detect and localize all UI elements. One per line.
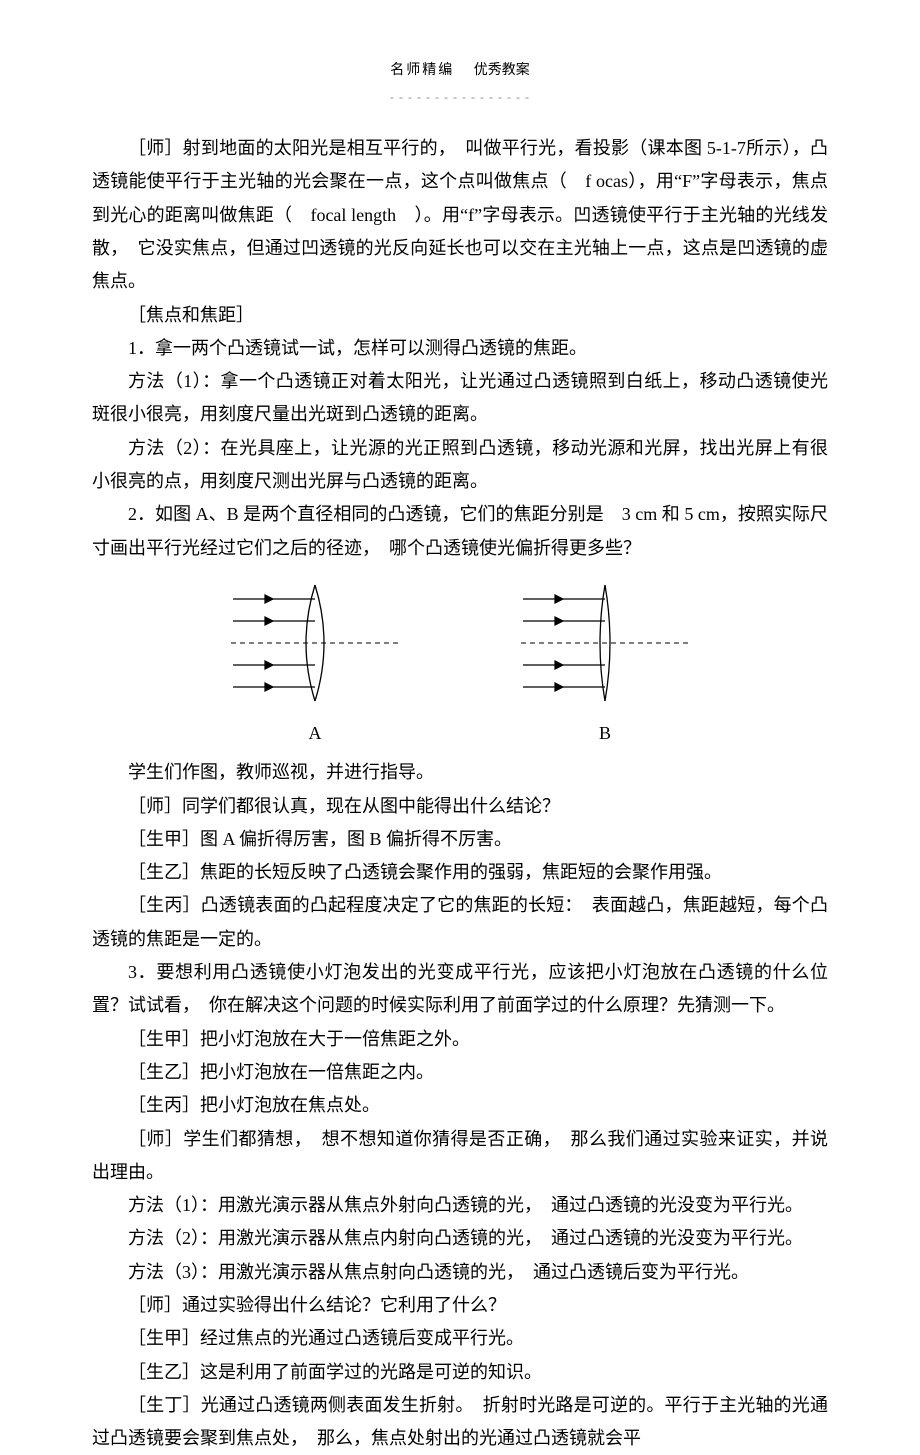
lens-figure-b: B [515,573,695,750]
paragraph: ［师］射到地面的太阳光是相互平行的， 叫做平行光，看投影（课本图 5-1-7所示… [92,132,828,298]
paragraph: ［生乙］焦距的长短反映了凸透镜会聚作用的强弱，焦距短的会聚作用强。 [92,856,828,889]
lens-diagram-a-svg [225,573,405,713]
header-divider: - - - - - - - - - - - - - - - - [92,86,828,108]
paragraph: 3．要想利用凸透镜使小灯泡发出的光变成平行光，应该把小灯泡放在凸透镜的什么位置？… [92,956,828,1023]
page-header: 名师精编 优秀教案 [92,58,828,84]
paragraph: ［生甲］经过焦点的光通过凸透镜后变成平行光。 [92,1322,828,1355]
paragraph: ［生丙］凸透镜表面的凸起程度决定了它的焦距的长短： 表面越凸，焦距越短，每个凸透… [92,889,828,956]
paragraph: 方法（1）：用激光演示器从焦点外射向凸透镜的光， 通过凸透镜的光没变为平行光。 [92,1189,828,1222]
paragraph: ［师］学生们都猜想， 想不想知道你猜得是否正确， 那么我们通过实验来证实，并说出… [92,1123,828,1190]
document-body: ［师］射到地面的太阳光是相互平行的， 叫做平行光，看投影（课本图 5-1-7所示… [92,132,828,1455]
figure-container: A B [92,573,828,750]
paragraph: ［生乙］这是利用了前面学过的光路是可逆的知识。 [92,1356,828,1389]
paragraph: 学生们作图，教师巡视，并进行指导。 [92,756,828,789]
paragraph: ［生乙］把小灯泡放在一倍焦距之内。 [92,1056,828,1089]
paragraph: 方法（2）：在光具座上，让光源的光正照到凸透镜，移动光源和光屏，找出光屏上有很小… [92,432,828,499]
paragraph: ［师］通过实验得出什么结论？它利用了什么？ [92,1289,828,1322]
figure-label-b: B [599,717,611,750]
paragraph: 方法（1）：拿一个凸透镜正对着太阳光，让光通过凸透镜照到白纸上，移动凸透镜使光斑… [92,365,828,432]
paragraph: ［生丙］把小灯泡放在焦点处。 [92,1089,828,1122]
lens-diagram-b-svg [515,573,695,713]
paragraph: 2．如图 A、B 是两个直径相同的凸透镜，它们的焦距分别是 3 cm 和 5 c… [92,498,828,565]
paragraph: ［师］同学们都很认真，现在从图中能得出什么结论？ [92,790,828,823]
header-right: 优秀教案 [474,63,530,78]
paragraph: 1．拿一两个凸透镜试一试，怎样可以测得凸透镜的焦距。 [92,332,828,365]
paragraph: 方法（2）：用激光演示器从焦点内射向凸透镜的光， 通过凸透镜的光没变为平行光。 [92,1222,828,1255]
paragraph: 方法（3）：用激光演示器从焦点射向凸透镜的光， 通过凸透镜后变为平行光。 [92,1256,828,1289]
lens-figure-a: A [225,573,405,750]
paragraph: ［焦点和焦距］ [92,299,828,332]
paragraph: ［生丁］光通过凸透镜两侧表面发生折射。 折射时光路是可逆的。平行于主光轴的光通过… [92,1389,828,1455]
paragraph: ［生甲］图 A 偏折得厉害，图 B 偏折得不厉害。 [92,823,828,856]
figure-label-a: A [309,717,322,750]
paragraph: ［生甲］把小灯泡放在大于一倍焦距之外。 [92,1023,828,1056]
header-left: 名师精编 [390,63,454,78]
